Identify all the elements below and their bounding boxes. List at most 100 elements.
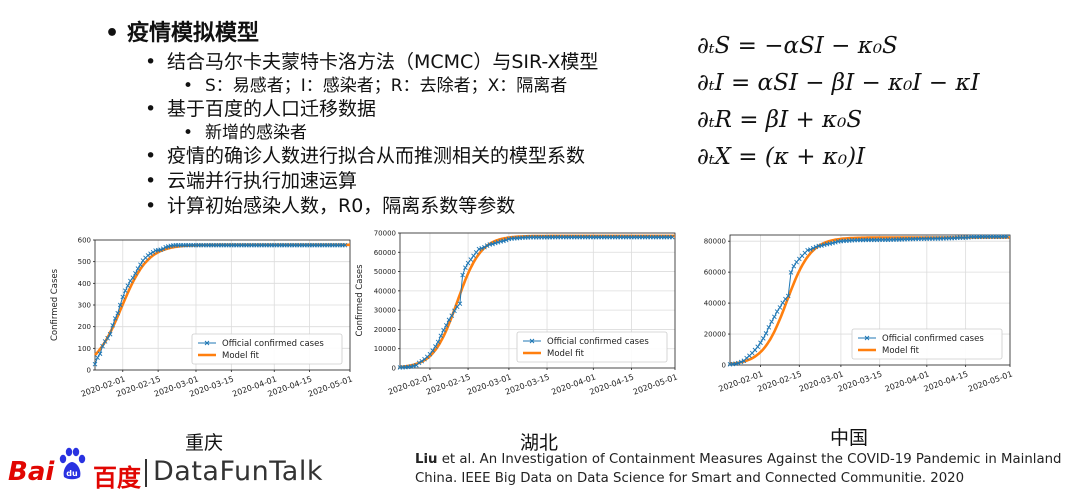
point-marker-stroke <box>733 361 738 367</box>
official-case-point <box>758 340 763 346</box>
official-case-point <box>495 239 501 245</box>
y-tick-label: 70000 <box>374 230 396 238</box>
citation-text: et al. An Investigation of Containment M… <box>415 452 1062 486</box>
point-marker-stroke <box>468 257 474 262</box>
sirx-equations: ∂ₜS = −αSI − κ₀S ∂ₜI = αSI − βI − κ₀I − … <box>697 28 1057 176</box>
point-marker-stroke <box>465 260 471 266</box>
chart-hubei-svg: 0 10000 20000 30000 40000 50000 60000 70000 2020… <box>355 230 679 397</box>
point-marker-stroke <box>128 278 133 284</box>
point-marker-stroke <box>443 323 449 328</box>
point-marker-stroke <box>92 361 98 367</box>
point-marker-stroke <box>457 301 463 306</box>
official-case-point <box>769 319 774 324</box>
legend-label-official: Official confirmed cases <box>882 334 984 344</box>
equation-s: ∂ₜS = −αSI − κ₀S <box>697 33 898 59</box>
bullet-title: 疫情模拟模型 <box>127 21 260 46</box>
point-marker-stroke <box>819 243 824 248</box>
baidu-logo-text: Bai <box>8 457 55 487</box>
official-case-point <box>760 336 766 341</box>
point-marker-stroke <box>419 358 425 364</box>
point-marker-stroke <box>758 340 763 346</box>
bullet-text: 疫情的确诊人数进行拟合从而推测相关的模型系数 <box>167 145 586 167</box>
equation-i: ∂ₜI = αSI − βI − κ₀I − κI <box>697 70 980 96</box>
bullet-item: • S：易感者；I：感染者；R：去除者；X：隔离者 <box>183 76 568 96</box>
point-marker-stroke <box>135 266 141 271</box>
y-tick-label: 600 <box>78 237 91 245</box>
official-case-point <box>112 316 118 321</box>
point-marker-stroke <box>158 247 163 253</box>
official-case-point <box>468 257 474 262</box>
point-marker-stroke <box>788 270 794 275</box>
legend-box <box>191 333 343 365</box>
official-case-point <box>443 323 449 328</box>
point-marker-stroke <box>479 246 485 251</box>
point-marker-stroke <box>484 243 490 248</box>
bullet-text: 计算初始感染人数，R0，隔离系数等参数 <box>167 195 516 217</box>
bullet-text: 结合马尔卡夫蒙特卡洛方法（MCMC）与SIR-X模型 <box>167 51 599 73</box>
official-case-point <box>777 305 783 310</box>
legend-box <box>851 328 1003 360</box>
official-case-point <box>145 253 151 258</box>
point-marker-stroke <box>824 241 830 247</box>
datafuntalk-logo-text: DataFunTalk <box>153 456 323 487</box>
legend-marker-official <box>529 338 535 344</box>
point-marker-stroke <box>160 246 166 251</box>
x-tick-label: 2020-05-01 <box>967 369 1014 393</box>
point-marker-stroke <box>805 247 810 253</box>
point-marker-stroke <box>105 335 110 341</box>
bullet-text: S：易感者；I：感染者；R：去除者；X：隔离者 <box>205 76 568 96</box>
official-case-point <box>120 294 126 300</box>
logo-divider <box>145 459 147 487</box>
point-marker-stroke <box>460 272 465 278</box>
official-case-point <box>465 260 471 266</box>
y-axis-label: Confirmed Cases <box>50 268 60 341</box>
plot-frame <box>729 234 1011 366</box>
bullet-item: • 基于百度的人口迁移数据 <box>145 98 377 120</box>
point-marker-stroke <box>115 310 121 316</box>
official-case-point <box>772 314 777 320</box>
legend-label-fit: Model fit <box>222 351 260 361</box>
chart-chongqing: 0 100 200 300 400 500 600 2020-02-01 2020-02-15 2… <box>40 232 365 422</box>
point-marker-stroke <box>452 308 457 314</box>
official-case-point <box>92 361 98 367</box>
y-tick-label: 300 <box>78 302 91 310</box>
point-marker-stroke <box>138 262 143 268</box>
bullet-item: • 疫情的确诊人数进行拟合从而推测相关的模型系数 <box>145 145 586 167</box>
point-marker-stroke <box>777 305 783 310</box>
y-tick-label: 0 <box>392 365 396 373</box>
official-case-point <box>430 348 435 353</box>
official-case-point <box>484 243 490 248</box>
official-case-point <box>105 335 110 341</box>
legend-label-official: Official confirmed cases <box>547 337 649 347</box>
official-case-point <box>449 313 455 319</box>
official-case-point <box>785 293 791 299</box>
point-marker-stroke <box>102 339 108 344</box>
legend-marker-official <box>204 340 210 346</box>
official-case-point <box>813 244 819 250</box>
point-marker-stroke <box>490 241 495 247</box>
official-case-point <box>438 333 444 339</box>
bullet-item: • 新增的感染者 <box>183 123 307 143</box>
official-case-point <box>463 265 468 271</box>
legend: Official confirmed cases Model fit <box>516 331 668 363</box>
official-case-point <box>416 360 422 366</box>
point-marker-stroke <box>495 239 501 245</box>
legend-box <box>516 331 668 363</box>
y-tick-label: 40000 <box>704 300 726 308</box>
point-marker-stroke <box>735 360 741 366</box>
official-case-point <box>791 263 797 269</box>
point-marker-stroke <box>482 244 487 250</box>
official-case-point <box>780 300 785 306</box>
bullet-item: • 云端并行执行加速运算 <box>145 170 358 192</box>
official-case-point <box>452 308 457 314</box>
y-tick-label: 20000 <box>704 331 726 339</box>
point-marker-stroke <box>441 327 446 333</box>
official-case-point <box>833 240 838 245</box>
x-tick-label: 2020-03-15 <box>837 369 884 393</box>
x-tick-label: 2020-03-15 <box>504 372 551 396</box>
official-case-point <box>150 249 156 255</box>
point-marker-stroke <box>100 343 105 349</box>
point-marker-stroke <box>774 309 780 314</box>
official-case-point <box>107 331 113 337</box>
official-case-point <box>122 288 128 294</box>
